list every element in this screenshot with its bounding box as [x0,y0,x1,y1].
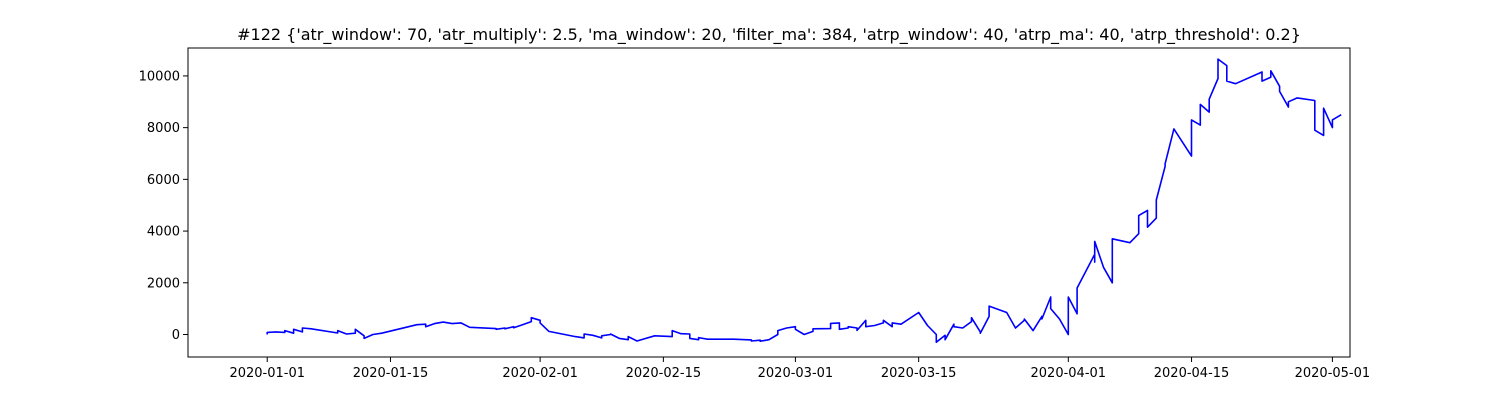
y-tick-label: 6000 [147,173,180,188]
x-tick-label: 2020-02-15 [626,366,702,381]
chart-title: #122 {'atr_window': 70, 'atr_multiply': … [237,25,1301,45]
x-tick-label: 2020-01-15 [353,366,429,381]
x-tick-label: 2020-04-01 [1031,366,1107,381]
y-tick-label: 0 [172,328,180,343]
axes-frame [187,47,1351,358]
x-tick-label: 2020-01-01 [229,366,305,381]
x-tick-label: 2020-02-01 [502,366,578,381]
y-tick-label: 2000 [147,276,180,291]
x-tick-label: 2020-03-15 [881,366,957,381]
x-tick-label: 2020-03-01 [758,366,834,381]
plot-area: 0 2000 4000 6000 8000 10000 2020-01-01 2020-01-… [139,47,1371,381]
y-tick-label: 4000 [147,225,180,240]
series-line [266,58,1342,344]
x-tick-label: 2020-04-15 [1154,366,1230,381]
y-tick-label: 8000 [147,121,180,136]
y-tick-label: 10000 [139,69,180,84]
x-tick-label: 2020-05-01 [1295,366,1371,381]
